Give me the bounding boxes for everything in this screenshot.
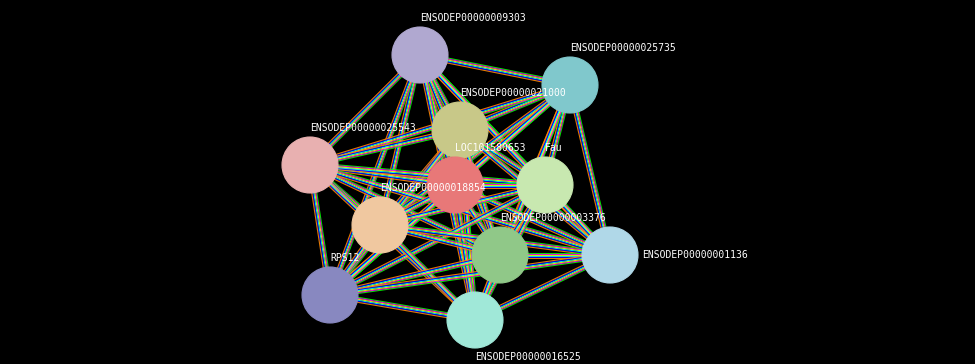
Circle shape bbox=[582, 227, 638, 283]
Circle shape bbox=[472, 227, 528, 283]
Circle shape bbox=[542, 57, 598, 113]
Circle shape bbox=[282, 137, 338, 193]
Text: ENSODEP00000001136: ENSODEP00000001136 bbox=[642, 250, 748, 260]
Circle shape bbox=[427, 157, 483, 213]
Circle shape bbox=[392, 27, 448, 83]
Circle shape bbox=[447, 292, 503, 348]
Text: RPS12: RPS12 bbox=[330, 253, 360, 263]
Text: LOC101580653: LOC101580653 bbox=[455, 143, 526, 153]
Text: ENSODEP00000021000: ENSODEP00000021000 bbox=[460, 88, 566, 98]
Circle shape bbox=[432, 102, 488, 158]
Text: ENSODEP00000025543: ENSODEP00000025543 bbox=[310, 123, 415, 133]
Text: ENSODEP00000018854: ENSODEP00000018854 bbox=[380, 183, 486, 193]
Circle shape bbox=[352, 197, 408, 253]
Text: Fau: Fau bbox=[545, 143, 563, 153]
Circle shape bbox=[517, 157, 573, 213]
Text: ENSODEP00000003376: ENSODEP00000003376 bbox=[500, 213, 605, 223]
Text: ENSODEP00000009303: ENSODEP00000009303 bbox=[420, 13, 526, 23]
Circle shape bbox=[302, 267, 358, 323]
Text: ENSODEP00000016525: ENSODEP00000016525 bbox=[475, 352, 581, 362]
Text: ENSODEP00000025735: ENSODEP00000025735 bbox=[570, 43, 676, 53]
